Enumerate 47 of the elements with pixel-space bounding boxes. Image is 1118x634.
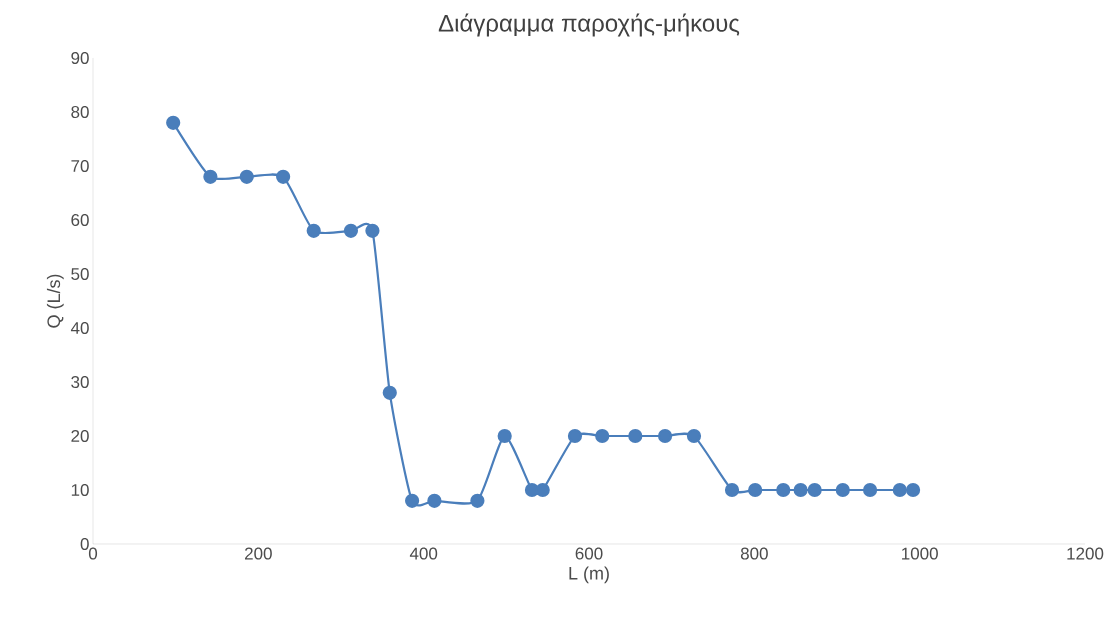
- point: [166, 115, 181, 130]
- x-axis-title: L (m): [569, 566, 609, 584]
- point: [405, 493, 420, 508]
- point: [748, 482, 763, 498]
- point: [892, 482, 907, 498]
- point: [776, 482, 791, 498]
- x-tick-label: 1000: [902, 547, 938, 560]
- point: [862, 482, 878, 498]
- y-tick-label: 70: [71, 159, 89, 173]
- x-tick-label: 1200: [1067, 547, 1104, 560]
- point: [905, 482, 921, 498]
- point: [628, 428, 643, 444]
- point: [835, 482, 850, 498]
- point: [595, 428, 610, 444]
- point: [807, 482, 822, 498]
- chart-title: Διάγραμμα παροχής-μήκους: [438, 13, 740, 37]
- y-tick-label: 40: [70, 321, 89, 335]
- x-tick-label: 800: [740, 547, 768, 560]
- point: [535, 482, 550, 498]
- y-tick-label: 50: [71, 267, 89, 281]
- y-tick-label: 80: [71, 105, 89, 119]
- y-tick-label: 30: [71, 375, 89, 389]
- point: [365, 223, 380, 238]
- y-tick-label: 20: [71, 429, 89, 443]
- point: [567, 428, 583, 444]
- point: [793, 482, 808, 498]
- point: [276, 169, 291, 184]
- x-tick-label: 200: [245, 547, 272, 560]
- point: [343, 223, 359, 238]
- point: [724, 482, 740, 498]
- point: [657, 428, 673, 444]
- point: [686, 428, 702, 444]
- point: [306, 223, 321, 238]
- point: [427, 493, 442, 508]
- point: [382, 385, 397, 400]
- point: [497, 428, 512, 444]
- point: [470, 493, 485, 508]
- x-tick-label: 0: [88, 547, 98, 560]
- point: [239, 169, 254, 184]
- point: [203, 169, 218, 184]
- x-tick-label: 400: [409, 547, 438, 560]
- y-tick-label: 10: [71, 483, 89, 497]
- y-axis-title: Q (L/s): [46, 274, 64, 328]
- y-tick-label: 0: [80, 537, 89, 551]
- y-tick-label: 60: [71, 213, 89, 227]
- x-tick-label: 600: [575, 547, 603, 560]
- y-tick-label: 90: [71, 51, 89, 65]
